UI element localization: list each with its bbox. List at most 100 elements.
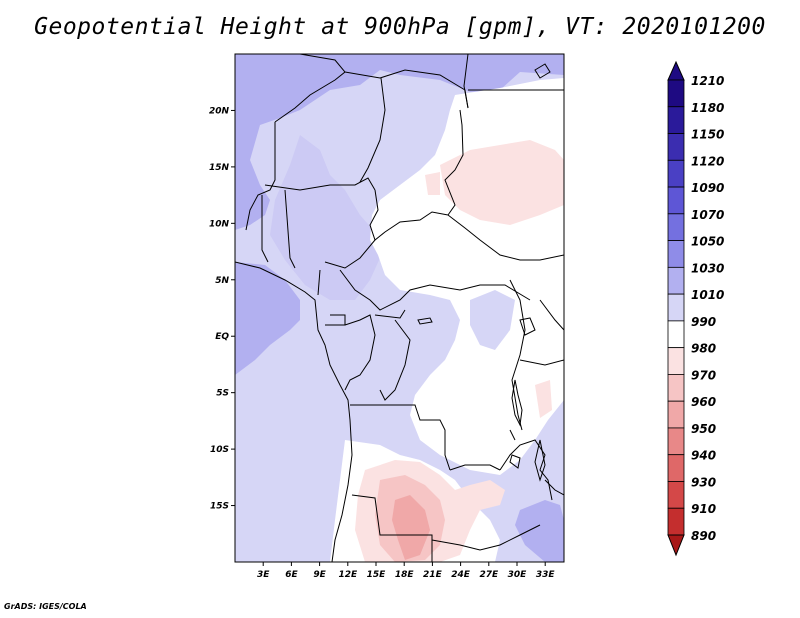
colorbar-segment xyxy=(667,266,685,295)
lon-label: 12E xyxy=(338,570,358,580)
colorbar-label: 1120 xyxy=(691,154,724,168)
border-zambia-north xyxy=(449,464,501,471)
grads-credit: GrADS: IGES/COLA xyxy=(4,602,87,611)
colorbar-segment xyxy=(667,159,685,188)
country-borders xyxy=(235,54,564,562)
border-tanzania-malawi xyxy=(499,439,553,501)
colorbar-label: 910 xyxy=(691,502,716,516)
nile-delta xyxy=(534,63,551,79)
colorbar-segment xyxy=(667,186,685,215)
colorbar-segment xyxy=(667,133,685,161)
field-1030-southeast xyxy=(515,500,564,562)
field-1030-gulf xyxy=(235,262,300,375)
lon-label: 24E xyxy=(451,570,471,580)
colorbar-segment xyxy=(667,347,685,375)
lat-label: 20N xyxy=(209,106,230,116)
border-burkina xyxy=(264,177,376,191)
colorbar-segment xyxy=(667,79,685,108)
colorbar-label: 1050 xyxy=(691,235,724,249)
field-1030-north xyxy=(235,54,564,230)
colorbar-segment xyxy=(667,293,685,322)
colorbar-label: 1180 xyxy=(691,101,724,115)
colorbar-label: 960 xyxy=(691,395,716,409)
border-ghana xyxy=(261,195,269,263)
border-libya-west xyxy=(463,54,469,109)
lakes xyxy=(417,63,551,482)
colorbar-bottom-cap xyxy=(667,534,685,557)
field-1030-west-africa xyxy=(270,135,380,300)
colorbar-segment xyxy=(667,507,685,536)
colorbar-segment xyxy=(667,240,685,268)
lake-tanganyika xyxy=(511,379,523,427)
height-field-layer xyxy=(235,54,564,562)
lake-mweru xyxy=(509,454,521,469)
colorbar-label: 950 xyxy=(691,422,716,436)
border-angola-north xyxy=(350,404,451,471)
field-980-east xyxy=(535,380,552,418)
colorbar-label: 1150 xyxy=(691,128,724,142)
lake-malawi xyxy=(534,439,546,482)
field-980-sudan xyxy=(440,140,564,225)
field-960-south xyxy=(392,495,430,560)
lat-label: 15S xyxy=(210,502,229,512)
border-niger-west xyxy=(359,77,386,183)
colorbar-segment xyxy=(667,106,685,134)
border-chad-east xyxy=(444,109,464,216)
border-benin xyxy=(284,189,296,269)
lake-victoria xyxy=(519,317,536,336)
lon-label: 33E xyxy=(536,570,556,580)
border-uganda-kenya xyxy=(539,299,564,331)
colorbar-segment xyxy=(667,320,685,349)
colorbar-label: 1010 xyxy=(691,288,724,302)
colorbar-label: 930 xyxy=(691,475,716,489)
lon-label: 15E xyxy=(367,570,387,580)
colorbar-label: 980 xyxy=(691,342,716,356)
colorbar-label: 1210 xyxy=(691,74,724,88)
lon-label: 21E xyxy=(423,570,443,580)
colorbar-segment xyxy=(667,400,685,429)
border-nigeria-cameroon xyxy=(324,239,376,269)
lat-label: EQ xyxy=(215,332,229,342)
lat-label: 15N xyxy=(209,163,230,173)
lon-label: 6E xyxy=(285,570,298,580)
colorbar-label: 940 xyxy=(691,449,716,463)
lon-label: 30E xyxy=(508,570,528,580)
colorbar-segment xyxy=(667,374,685,402)
colorbar-top-cap xyxy=(667,60,685,81)
border-gabon-congo xyxy=(344,314,376,391)
colorbar-label: 1030 xyxy=(691,261,724,275)
lat-label: 10S xyxy=(210,445,229,455)
border-rwanda xyxy=(519,359,564,366)
colorbar-label: 1090 xyxy=(691,181,724,195)
border-moz xyxy=(544,479,564,496)
chart-title: Geopotential Height at 900hPa [gpm], VT:… xyxy=(34,14,766,40)
border-eq-guinea xyxy=(325,314,346,326)
border-drc-east xyxy=(509,279,526,431)
colorbar-label: 990 xyxy=(691,315,716,329)
field-1010-lakes xyxy=(470,290,515,350)
lon-label: 9E xyxy=(313,570,326,580)
lat-label: 5N xyxy=(215,276,229,286)
border-nigeria-east xyxy=(317,269,321,296)
lake-border xyxy=(509,429,516,441)
colorbar-label: 970 xyxy=(691,368,716,382)
colorbar-segment xyxy=(667,427,685,456)
border-botswana-zim xyxy=(431,524,541,551)
colorbar-segment xyxy=(667,481,685,509)
field-980-chad xyxy=(425,172,440,195)
lon-label: 3E xyxy=(257,570,270,580)
map-frame xyxy=(234,53,565,563)
border-algeria-west xyxy=(274,54,346,123)
lat-label: 5S xyxy=(216,389,229,399)
border-car-sudan xyxy=(447,214,564,261)
colorbar-label: 890 xyxy=(691,529,716,543)
border-chad-south xyxy=(369,189,449,241)
coastline-west xyxy=(235,261,353,562)
colorbar-label: 1070 xyxy=(691,208,724,222)
border-car-south xyxy=(339,269,531,311)
lon-label: 18E xyxy=(395,570,415,580)
latitude-ticks: 20N 15N 10N 5N EQ 5S 10S 15S xyxy=(209,106,235,512)
border-congo-drc xyxy=(379,319,411,401)
lat-label: 10N xyxy=(209,219,230,229)
